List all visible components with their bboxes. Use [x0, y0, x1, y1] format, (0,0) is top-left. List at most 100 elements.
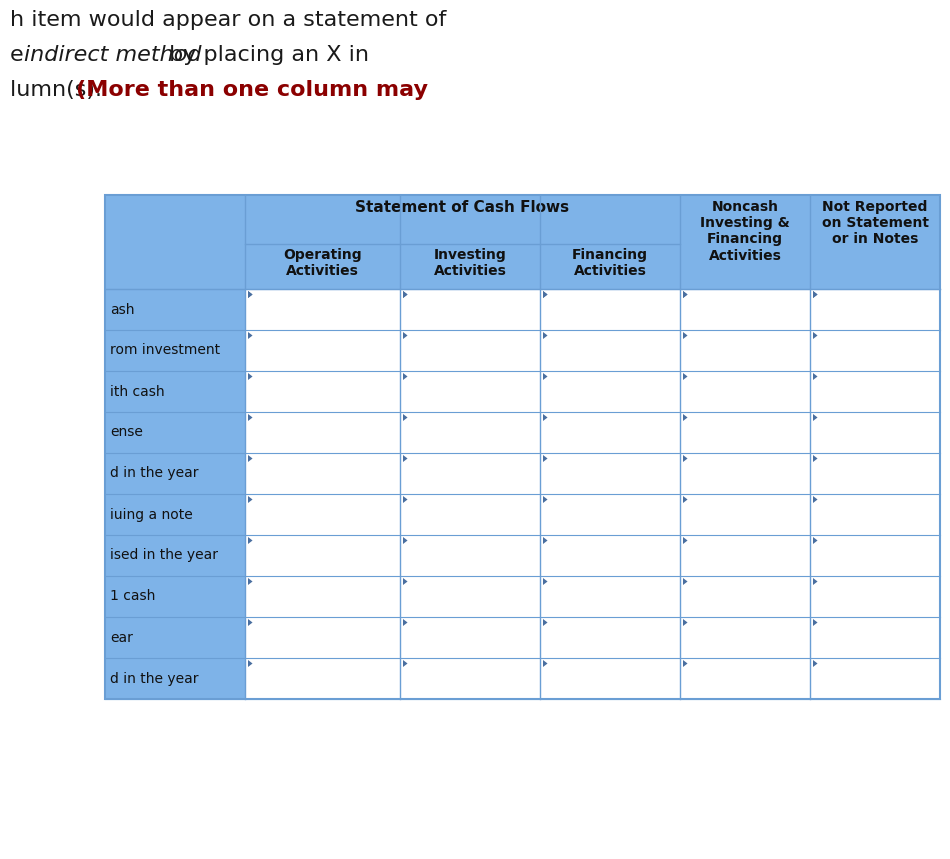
Polygon shape: [813, 332, 818, 339]
Bar: [245, 453, 400, 494]
Bar: [540, 330, 680, 371]
Bar: [105, 289, 245, 330]
Bar: [540, 371, 680, 412]
Polygon shape: [683, 619, 688, 626]
Bar: [680, 371, 810, 412]
Bar: [400, 412, 540, 453]
Polygon shape: [248, 496, 253, 503]
Polygon shape: [403, 291, 408, 298]
Bar: [810, 617, 940, 658]
Text: d in the year: d in the year: [110, 466, 199, 480]
Bar: [810, 412, 940, 453]
Polygon shape: [248, 332, 253, 339]
Bar: [245, 330, 400, 371]
Bar: [680, 494, 810, 535]
Text: ised in the year: ised in the year: [110, 549, 218, 563]
Polygon shape: [403, 455, 408, 462]
Polygon shape: [403, 660, 408, 667]
Polygon shape: [813, 291, 818, 298]
Text: Operating
Activities: Operating Activities: [283, 248, 362, 278]
Bar: [400, 617, 540, 658]
Text: Investing
Activities: Investing Activities: [433, 248, 506, 278]
Bar: [105, 617, 245, 658]
Polygon shape: [543, 537, 547, 544]
Text: Not Reported
on Statement
or in Notes: Not Reported on Statement or in Notes: [822, 200, 928, 247]
Polygon shape: [813, 373, 818, 380]
Polygon shape: [683, 414, 688, 421]
Polygon shape: [683, 496, 688, 503]
Bar: [540, 535, 680, 576]
Polygon shape: [813, 660, 818, 667]
Text: iuing a note: iuing a note: [110, 508, 193, 521]
Polygon shape: [543, 496, 547, 503]
Bar: [540, 658, 680, 699]
Bar: [540, 617, 680, 658]
Text: 1 cash: 1 cash: [110, 589, 156, 604]
Text: ense: ense: [110, 425, 142, 440]
Bar: [540, 576, 680, 617]
Polygon shape: [813, 496, 818, 503]
Text: h item would appear on a statement of: h item would appear on a statement of: [10, 10, 446, 30]
Bar: [105, 658, 245, 699]
Text: Statement of Cash Flows: Statement of Cash Flows: [355, 200, 570, 215]
Polygon shape: [543, 414, 547, 421]
Polygon shape: [248, 291, 253, 298]
Bar: [810, 289, 940, 330]
Text: d in the year: d in the year: [110, 672, 199, 685]
Bar: [540, 494, 680, 535]
Bar: [540, 412, 680, 453]
Bar: [540, 289, 680, 330]
Text: lumn(s).: lumn(s).: [10, 80, 109, 100]
Polygon shape: [248, 291, 253, 298]
Polygon shape: [813, 619, 818, 626]
Bar: [540, 453, 680, 494]
Polygon shape: [683, 291, 688, 298]
Bar: [400, 494, 540, 535]
Text: ith cash: ith cash: [110, 385, 164, 399]
Bar: [105, 494, 245, 535]
Bar: [810, 453, 940, 494]
Text: (More than one column may: (More than one column may: [76, 80, 428, 100]
Bar: [400, 453, 540, 494]
Polygon shape: [683, 332, 688, 339]
Polygon shape: [683, 537, 688, 544]
Bar: [400, 658, 540, 699]
Polygon shape: [683, 578, 688, 585]
Bar: [400, 330, 540, 371]
Bar: [680, 412, 810, 453]
Bar: [810, 494, 940, 535]
Bar: [245, 289, 400, 330]
Bar: [810, 535, 940, 576]
Bar: [680, 535, 810, 576]
Text: Noncash
Investing &
Financing
Activities: Noncash Investing & Financing Activities: [700, 200, 789, 263]
Polygon shape: [248, 619, 253, 626]
Bar: [245, 535, 400, 576]
Polygon shape: [543, 455, 547, 462]
Bar: [400, 535, 540, 576]
Polygon shape: [683, 291, 688, 298]
Bar: [810, 371, 940, 412]
Bar: [680, 330, 810, 371]
Bar: [245, 371, 400, 412]
Bar: [680, 453, 810, 494]
Polygon shape: [813, 414, 818, 421]
Bar: [810, 658, 940, 699]
Bar: [105, 576, 245, 617]
Bar: [810, 330, 940, 371]
Polygon shape: [683, 660, 688, 667]
Bar: [105, 195, 940, 289]
Text: e: e: [10, 45, 30, 65]
Polygon shape: [248, 660, 253, 667]
Polygon shape: [683, 373, 688, 380]
Polygon shape: [813, 537, 818, 544]
Polygon shape: [403, 373, 408, 380]
Bar: [105, 330, 245, 371]
Polygon shape: [403, 537, 408, 544]
Polygon shape: [813, 291, 818, 298]
Polygon shape: [403, 496, 408, 503]
Text: indirect method: indirect method: [24, 45, 201, 65]
Text: ear: ear: [110, 631, 133, 644]
Polygon shape: [248, 455, 253, 462]
Text: ash: ash: [110, 302, 135, 316]
Bar: [105, 453, 245, 494]
